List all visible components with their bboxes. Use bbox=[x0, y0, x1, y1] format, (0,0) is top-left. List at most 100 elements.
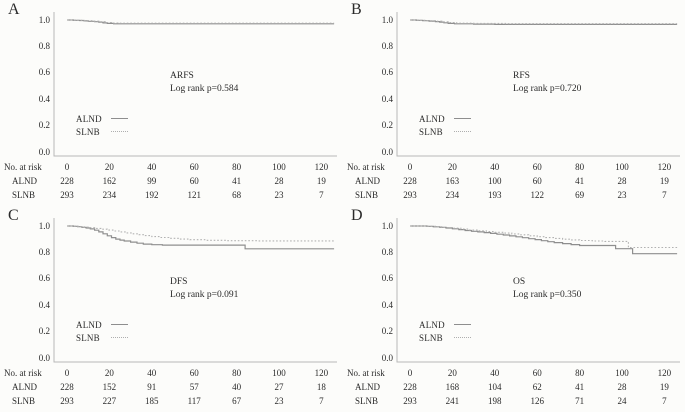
endpoint-label: RFS bbox=[513, 71, 530, 81]
annotation-rfs: RFS Log rank p=0.720 bbox=[513, 70, 581, 96]
y-tick-label: 0.0 bbox=[38, 352, 50, 363]
risk-cell: 24 bbox=[617, 396, 627, 406]
risk-cell: 120 bbox=[314, 368, 329, 378]
annotation-dfs: DFS Log rank p=0.091 bbox=[170, 276, 238, 302]
risk-cell: 23 bbox=[617, 190, 627, 200]
risk-cell: 7 bbox=[662, 190, 667, 200]
legend-entry-alnd: ALND bbox=[76, 318, 128, 331]
risk-cell: 18 bbox=[316, 382, 326, 392]
risk-row-alnd: ALND 228 168 104 62 41 28 19 bbox=[343, 382, 685, 395]
y-tick-label: 0.8 bbox=[38, 40, 50, 51]
risk-row-label-alnd: ALND bbox=[355, 382, 380, 392]
panel-letter-b: B bbox=[351, 1, 362, 18]
legend-entry-alnd: ALND bbox=[419, 318, 471, 331]
risk-header-row: No. at risk 0 20 40 60 80 100 120 bbox=[0, 162, 342, 175]
risk-cell: 185 bbox=[145, 396, 159, 406]
y-axis-ticks: 1.0 0.8 0.6 0.4 0.2 0.0 bbox=[0, 206, 52, 366]
y-tick-label: 0.0 bbox=[381, 146, 393, 157]
panel-letter-c: C bbox=[8, 207, 19, 224]
legend-label-alnd: ALND bbox=[76, 113, 102, 124]
y-tick-label: 0.0 bbox=[38, 146, 50, 157]
risk-cell: 19 bbox=[659, 176, 669, 186]
risk-cell: 67 bbox=[232, 396, 242, 406]
risk-counts-alnd: 228 162 99 60 41 28 19 bbox=[0, 176, 342, 189]
risk-cell: 40 bbox=[490, 162, 500, 172]
y-tick-label: 0.4 bbox=[381, 93, 393, 104]
risk-cell: 28 bbox=[274, 176, 284, 186]
endpoint-label: DFS bbox=[170, 277, 188, 287]
legend-label-alnd: ALND bbox=[419, 319, 445, 330]
risk-counts-alnd: 228 168 104 62 41 28 19 bbox=[343, 382, 685, 395]
x-axis-tick-labels: 0 20 40 60 80 100 120 bbox=[343, 368, 685, 381]
panel-letter-a: A bbox=[8, 1, 20, 18]
risk-cell: 28 bbox=[617, 176, 627, 186]
km-curve-slnb bbox=[67, 19, 335, 24]
legend-entry-slnb: SLNB bbox=[76, 331, 128, 344]
y-tick-label: 0.6 bbox=[38, 67, 50, 78]
y-tick-label: 0.2 bbox=[38, 326, 50, 337]
risk-cell: 104 bbox=[488, 382, 502, 392]
legend-label-slnb: SLNB bbox=[76, 332, 100, 343]
km-curve-slnb bbox=[67, 225, 335, 242]
risk-row-slnb: SLNB 293 241 198 126 71 24 7 bbox=[343, 396, 685, 409]
y-tick-label: 0.6 bbox=[381, 273, 393, 284]
risk-cell: 20 bbox=[104, 162, 114, 172]
risk-cell: 163 bbox=[445, 176, 460, 186]
dotted-line-sample-icon bbox=[454, 131, 471, 132]
risk-cell: 100 bbox=[272, 368, 286, 378]
risk-cell: 80 bbox=[575, 368, 585, 378]
y-tick-label: 0.8 bbox=[381, 40, 393, 51]
y-tick-label: 0.0 bbox=[381, 352, 393, 363]
risk-table-title: No. at risk bbox=[347, 368, 385, 378]
x-axis-tick-labels: 0 20 40 60 80 100 120 bbox=[0, 162, 342, 175]
km-curve-alnd bbox=[410, 19, 678, 25]
risk-cell: 0 bbox=[64, 162, 70, 172]
risk-cell: 69 bbox=[575, 190, 585, 200]
risk-cell: 71 bbox=[575, 396, 585, 406]
panel-rfs: B 1.0 0.8 0.6 0.4 0.2 0.0 RFS Log rank p=0.72… bbox=[343, 0, 685, 206]
solid-line-sample-icon bbox=[111, 324, 128, 325]
legend-label-slnb: SLNB bbox=[419, 332, 443, 343]
legend-label-alnd: ALND bbox=[419, 113, 445, 124]
km-curve-slnb bbox=[410, 225, 678, 249]
risk-row-slnb: SLNB 293 227 185 117 67 23 7 bbox=[0, 396, 342, 409]
y-tick-label: 0.2 bbox=[381, 120, 393, 131]
risk-cell: 40 bbox=[490, 368, 500, 378]
km-plot-os bbox=[396, 218, 680, 363]
legend: ALND SLNB bbox=[76, 112, 128, 138]
risk-cell: 241 bbox=[445, 396, 460, 406]
y-axis-ticks: 1.0 0.8 0.6 0.4 0.2 0.0 bbox=[0, 0, 52, 160]
risk-cell: 20 bbox=[447, 368, 457, 378]
risk-cell: 57 bbox=[189, 382, 199, 392]
dotted-line-sample-icon bbox=[111, 131, 128, 132]
risk-cell: 41 bbox=[575, 382, 585, 392]
risk-cell: 28 bbox=[617, 382, 627, 392]
legend-label-alnd: ALND bbox=[76, 319, 102, 330]
risk-cell: 234 bbox=[102, 190, 117, 200]
risk-cell: 60 bbox=[189, 368, 199, 378]
risk-cell: 99 bbox=[147, 176, 157, 186]
risk-cell: 20 bbox=[447, 162, 457, 172]
risk-table-title: No. at risk bbox=[347, 162, 385, 172]
risk-row-label-slnb: SLNB bbox=[355, 396, 379, 406]
endpoint-label: ARFS bbox=[170, 71, 194, 81]
risk-header-row: No. at risk 0 20 40 60 80 100 120 bbox=[0, 368, 342, 381]
x-axis-tick-labels: 0 20 40 60 80 100 120 bbox=[0, 368, 342, 381]
risk-row-label-alnd: ALND bbox=[12, 176, 37, 186]
legend-entry-alnd: ALND bbox=[76, 112, 128, 125]
risk-table-title: No. at risk bbox=[4, 162, 42, 172]
risk-cell: 7 bbox=[319, 190, 324, 200]
risk-cell: 62 bbox=[532, 382, 542, 392]
risk-cell: 293 bbox=[403, 190, 417, 200]
risk-cell: 227 bbox=[102, 396, 117, 406]
risk-cell: 100 bbox=[272, 162, 286, 172]
risk-counts-alnd: 228 152 91 57 40 27 18 bbox=[0, 382, 342, 395]
panel-arfs: A 1.0 0.8 0.6 0.4 0.2 0.0 ARFS Log rank p=0.5… bbox=[0, 0, 342, 206]
risk-cell: 0 bbox=[407, 368, 413, 378]
x-axis-tick-labels: 0 20 40 60 80 100 120 bbox=[343, 162, 685, 175]
risk-cell: 91 bbox=[147, 382, 157, 392]
risk-cell: 120 bbox=[657, 368, 672, 378]
risk-row-slnb: SLNB 293 234 193 122 69 23 7 bbox=[343, 190, 685, 203]
risk-cell: 0 bbox=[407, 162, 413, 172]
logrank-pvalue: Log rank p=0.720 bbox=[513, 84, 582, 94]
